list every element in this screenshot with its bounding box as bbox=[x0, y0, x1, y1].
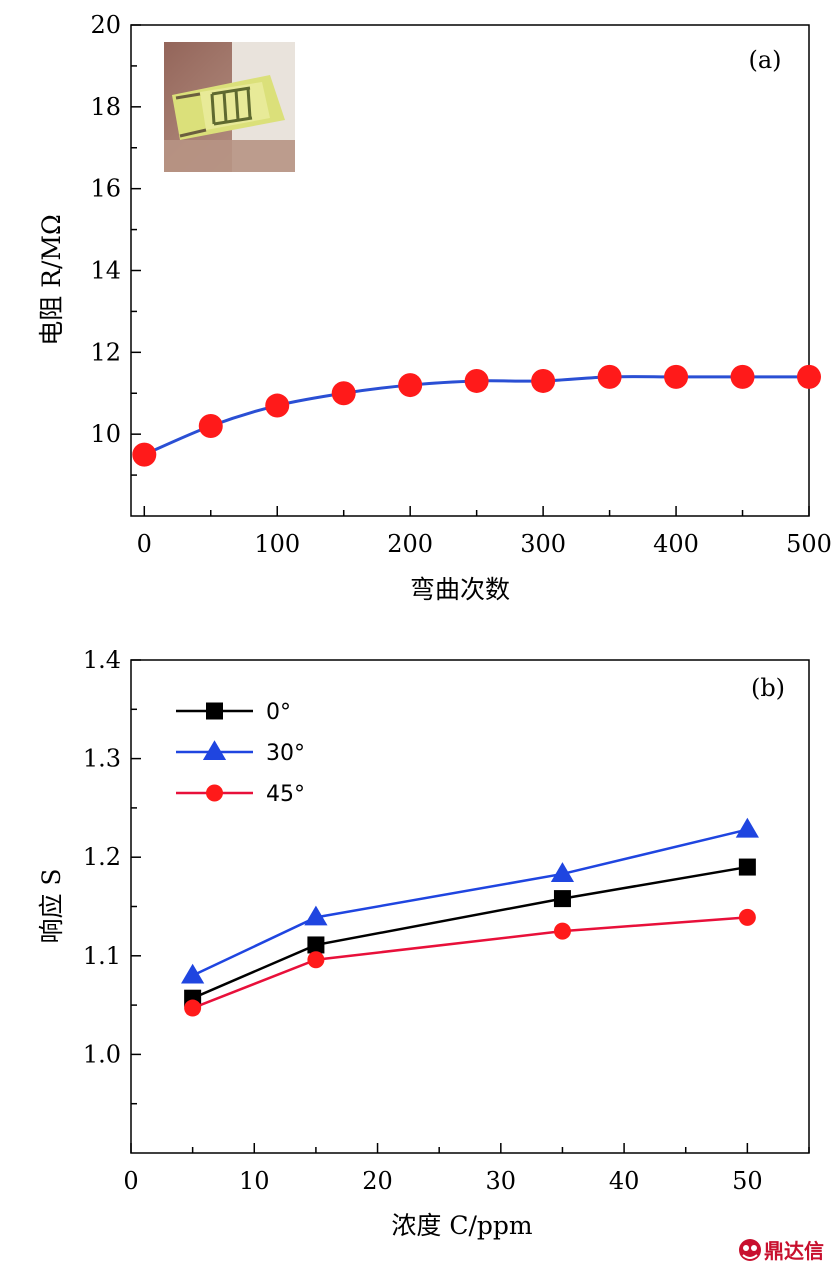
x-tick-label-a: 100 bbox=[254, 530, 300, 558]
plot-frame-b bbox=[130, 659, 810, 1154]
data-point-a bbox=[730, 364, 755, 389]
legend-marker bbox=[202, 740, 227, 760]
data-point-a bbox=[531, 368, 556, 393]
x-tick-label-b: 30 bbox=[486, 1167, 517, 1195]
y-tick-label-b: 1.0 bbox=[83, 1040, 121, 1068]
x-tick-label-b: 10 bbox=[239, 1167, 270, 1195]
watermark: 鼎达信 bbox=[739, 1239, 824, 1263]
axes-b: 0 10 20 30 40 50 1.0 1.1 1.2 1.3 1.4 bbox=[83, 646, 810, 1195]
x-tick-label-b: 20 bbox=[362, 1167, 393, 1195]
inset-photo bbox=[164, 42, 295, 172]
data-point-a bbox=[398, 373, 423, 398]
data-point-a bbox=[265, 393, 290, 418]
marks-a bbox=[132, 364, 821, 467]
x-tick-label-b: 0 bbox=[123, 1167, 138, 1195]
x-axis-title-a: 弯曲次数 bbox=[410, 575, 510, 604]
x-tick-label-b: 40 bbox=[609, 1167, 640, 1195]
data-point-a bbox=[797, 364, 821, 389]
data-point-b-1 bbox=[304, 905, 328, 926]
data-point-b-2 bbox=[307, 951, 325, 969]
series-line-b-2 bbox=[192, 916, 748, 1010]
series-line-b-1 bbox=[192, 828, 748, 977]
data-point-b-1 bbox=[181, 963, 205, 984]
data-point-b-1 bbox=[550, 862, 575, 882]
legend-label: 0° bbox=[266, 700, 291, 725]
y-tick-label-b: 1.4 bbox=[83, 646, 121, 674]
x-tick-label-a: 500 bbox=[786, 530, 832, 558]
series-line-b-0 bbox=[192, 865, 748, 1000]
data-point-b-0 bbox=[307, 936, 325, 954]
logo-icon bbox=[739, 1239, 761, 1261]
marks-b bbox=[181, 817, 759, 1017]
data-point-a bbox=[464, 368, 489, 393]
data-point-b-0 bbox=[553, 890, 571, 908]
x-tick-label-a: 300 bbox=[520, 530, 566, 558]
y-axis-title-b: 响应 S bbox=[37, 868, 66, 943]
legend-marker bbox=[206, 784, 223, 802]
y-tick-label-a: 20 bbox=[90, 11, 121, 39]
x-tick-label-a: 0 bbox=[137, 530, 152, 558]
panel-label-a: (a) bbox=[748, 46, 781, 74]
data-point-b-2 bbox=[738, 908, 756, 926]
y-axis-title-a: 电阻 R/MΩ bbox=[37, 214, 66, 346]
data-point-b-2 bbox=[553, 922, 571, 940]
data-point-a bbox=[132, 442, 157, 467]
panel-label-b: (b) bbox=[751, 674, 785, 702]
chart-a: (a) 0 100 200 300 400 500 10 12 14 16 18 20 弯曲次数 电阻… bbox=[37, 11, 832, 604]
data-point-a bbox=[664, 364, 689, 389]
y-tick-label-a: 10 bbox=[90, 420, 121, 448]
legend-label: 30° bbox=[266, 741, 305, 766]
x-tick-label-a: 200 bbox=[387, 530, 433, 558]
data-point-b-2 bbox=[184, 999, 202, 1017]
x-axis-title-b: 浓度 C/ppm bbox=[391, 1211, 533, 1240]
data-point-a bbox=[597, 364, 622, 389]
data-point-b-0 bbox=[738, 858, 756, 876]
y-tick-label-a: 14 bbox=[90, 257, 121, 285]
x-tick-label-b: 50 bbox=[732, 1167, 763, 1195]
x-tick-label-a: 400 bbox=[653, 530, 699, 558]
legend-b: 0° 30° 45° bbox=[176, 700, 305, 807]
chart-b: (b) 0 10 20 30 40 501.01.11.21.31.4 0°30°45° … bbox=[37, 646, 810, 1240]
y-tick-label-b: 1.1 bbox=[83, 942, 121, 970]
y-tick-label-a: 18 bbox=[90, 93, 121, 121]
data-point-a bbox=[331, 381, 356, 406]
legend-label: 45° bbox=[266, 782, 305, 807]
y-tick-label-a: 16 bbox=[90, 175, 121, 203]
y-tick-label-b: 1.3 bbox=[83, 745, 121, 773]
watermark-text: 鼎达信 bbox=[764, 1239, 824, 1263]
data-point-a bbox=[198, 413, 223, 438]
legend-marker bbox=[206, 702, 223, 720]
data-point-b-1 bbox=[735, 817, 759, 838]
axes-a: 0 100 200 300 400 500 10 12 14 16 18 20 bbox=[90, 11, 831, 558]
y-tick-label-a: 12 bbox=[90, 338, 121, 366]
y-tick-label-b: 1.2 bbox=[83, 843, 121, 871]
